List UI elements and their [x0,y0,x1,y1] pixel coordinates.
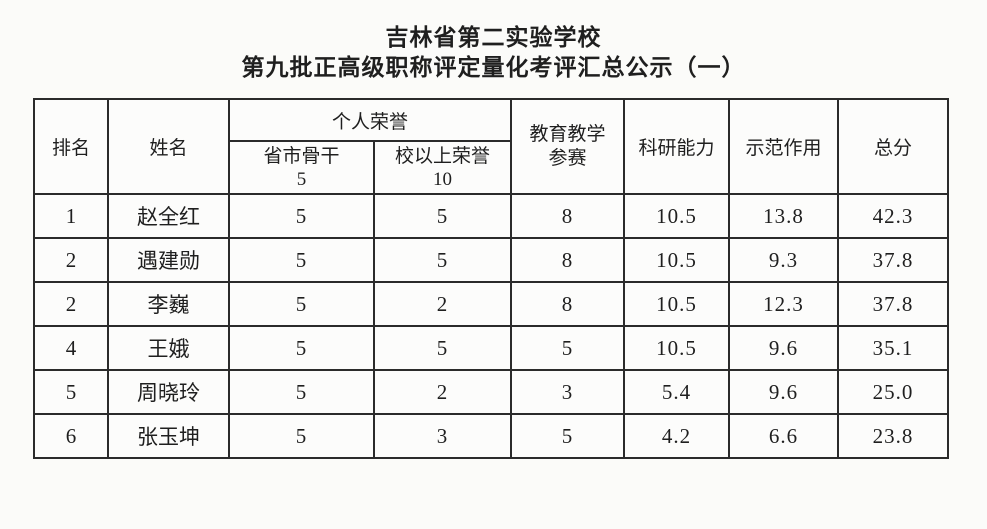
header-teaching-competition-line2: 参赛 [548,147,587,169]
cell-total: 35.1 [837,325,950,371]
cell-provincial: 5 [228,237,375,283]
cell-rank: 2 [33,281,109,327]
cell-competition: 3 [510,369,626,415]
title-block: 吉林省第二实验学校 第九批正高级职称评定量化考评汇总公示（一） [0,0,987,82]
cell-school: 2 [372,281,513,327]
header-sub-school-max: 10 [433,168,452,190]
cell-name: 王娥 [107,325,230,371]
header-teaching-competition: 教育教学 参赛 [510,98,626,195]
cell-research: 5.4 [623,369,731,415]
cell-competition: 5 [510,413,626,459]
header-rank: 排名 [33,98,109,195]
header-sub-school-label: 校以上荣誉 [395,145,491,167]
cell-total: 23.8 [837,413,950,459]
header-teaching-competition-line1: 教育教学 [529,123,606,145]
cell-provincial: 5 [228,413,375,459]
cell-name: 遇建勋 [107,237,230,283]
table-row: 2 李巍 5 2 8 10.5 12.3 37.8 [33,281,950,327]
table-row: 1 赵全红 5 5 8 10.5 13.8 42.3 [33,193,950,239]
table-row: 4 王娥 5 5 5 10.5 9.6 35.1 [33,325,950,371]
cell-name: 李巍 [107,281,230,327]
cell-name: 赵全红 [107,193,230,239]
cell-research: 4.2 [623,413,731,459]
table-row: 2 遇建勋 5 5 8 10.5 9.3 37.8 [33,237,950,283]
cell-demonstration: 12.3 [728,281,840,327]
cell-research: 10.5 [623,325,731,371]
header-research: 科研能力 [623,98,731,195]
cell-rank: 4 [33,325,109,371]
score-table: 排名 姓名 个人荣誉 教育教学 参赛 科研能力 示范作用 总分 省市骨干 5 校… [33,98,950,459]
table-row: 5 周晓玲 5 2 3 5.4 9.6 25.0 [33,369,950,415]
cell-rank: 2 [33,237,109,283]
cell-competition: 5 [510,325,626,371]
cell-total: 37.8 [837,281,950,327]
cell-provincial: 5 [228,325,375,371]
cell-provincial: 5 [228,193,375,239]
cell-school: 2 [372,369,513,415]
cell-research: 10.5 [623,193,731,239]
header-sub-school: 校以上荣誉 10 [372,140,513,195]
cell-demonstration: 9.6 [728,369,840,415]
cell-demonstration: 6.6 [728,413,840,459]
table-body: 1 赵全红 5 5 8 10.5 13.8 42.3 2 遇建勋 5 5 8 10.5 9.3 37.8 2 李巍… [33,193,950,459]
header-sub-provincial: 省市骨干 5 [228,140,375,195]
cell-total: 37.8 [837,237,950,283]
cell-rank: 1 [33,193,109,239]
cell-total: 25.0 [837,369,950,415]
page-subtitle: 第九批正高级职称评定量化考评汇总公示（一） [241,55,746,80]
header-demonstration: 示范作用 [728,98,840,195]
cell-total: 42.3 [837,193,950,239]
cell-name: 周晓玲 [107,369,230,415]
cell-competition: 8 [510,193,626,239]
cell-research: 10.5 [623,237,731,283]
page-title: 吉林省第二实验学校 [385,25,602,50]
header-total: 总分 [837,98,950,195]
cell-demonstration: 13.8 [728,193,840,239]
cell-school: 5 [372,193,513,239]
cell-rank: 6 [33,413,109,459]
cell-research: 10.5 [623,281,731,327]
cell-name: 张玉坤 [107,413,230,459]
header-name: 姓名 [107,98,230,195]
cell-competition: 8 [510,281,626,327]
cell-school: 3 [372,413,513,459]
header-sub-provincial-max: 5 [296,168,307,190]
cell-provincial: 5 [228,369,375,415]
cell-school: 5 [372,325,513,371]
cell-competition: 8 [510,237,626,283]
header-personal-honor-group: 个人荣誉 [227,98,513,142]
cell-provincial: 5 [228,281,375,327]
cell-school: 5 [372,237,513,283]
table-row: 6 张玉坤 5 3 5 4.2 6.6 23.8 [33,413,950,459]
cell-demonstration: 9.3 [728,237,840,283]
cell-rank: 5 [33,369,109,415]
cell-demonstration: 9.6 [728,325,840,371]
header-sub-provincial-label: 省市骨干 [263,145,340,167]
